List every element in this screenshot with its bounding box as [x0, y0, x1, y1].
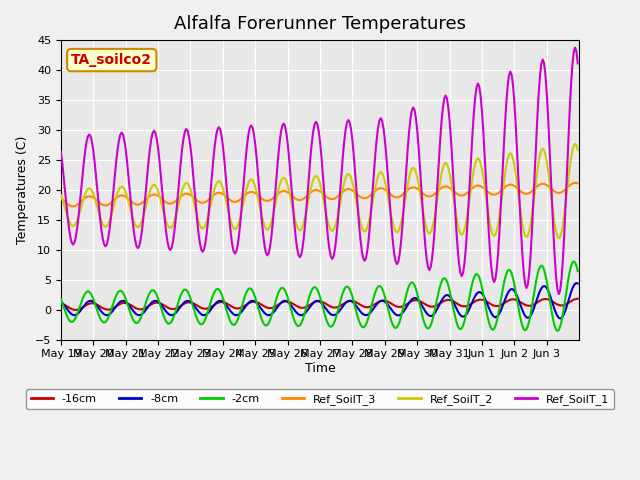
- Y-axis label: Temperatures (C): Temperatures (C): [16, 136, 29, 244]
- Title: Alfalfa Forerunner Temperatures: Alfalfa Forerunner Temperatures: [174, 15, 466, 33]
- Legend: -16cm, -8cm, -2cm, Ref_SoilT_3, Ref_SoilT_2, Ref_SoilT_1: -16cm, -8cm, -2cm, Ref_SoilT_3, Ref_Soil…: [26, 389, 614, 409]
- X-axis label: Time: Time: [305, 362, 335, 375]
- Text: TA_soilco2: TA_soilco2: [71, 53, 152, 67]
